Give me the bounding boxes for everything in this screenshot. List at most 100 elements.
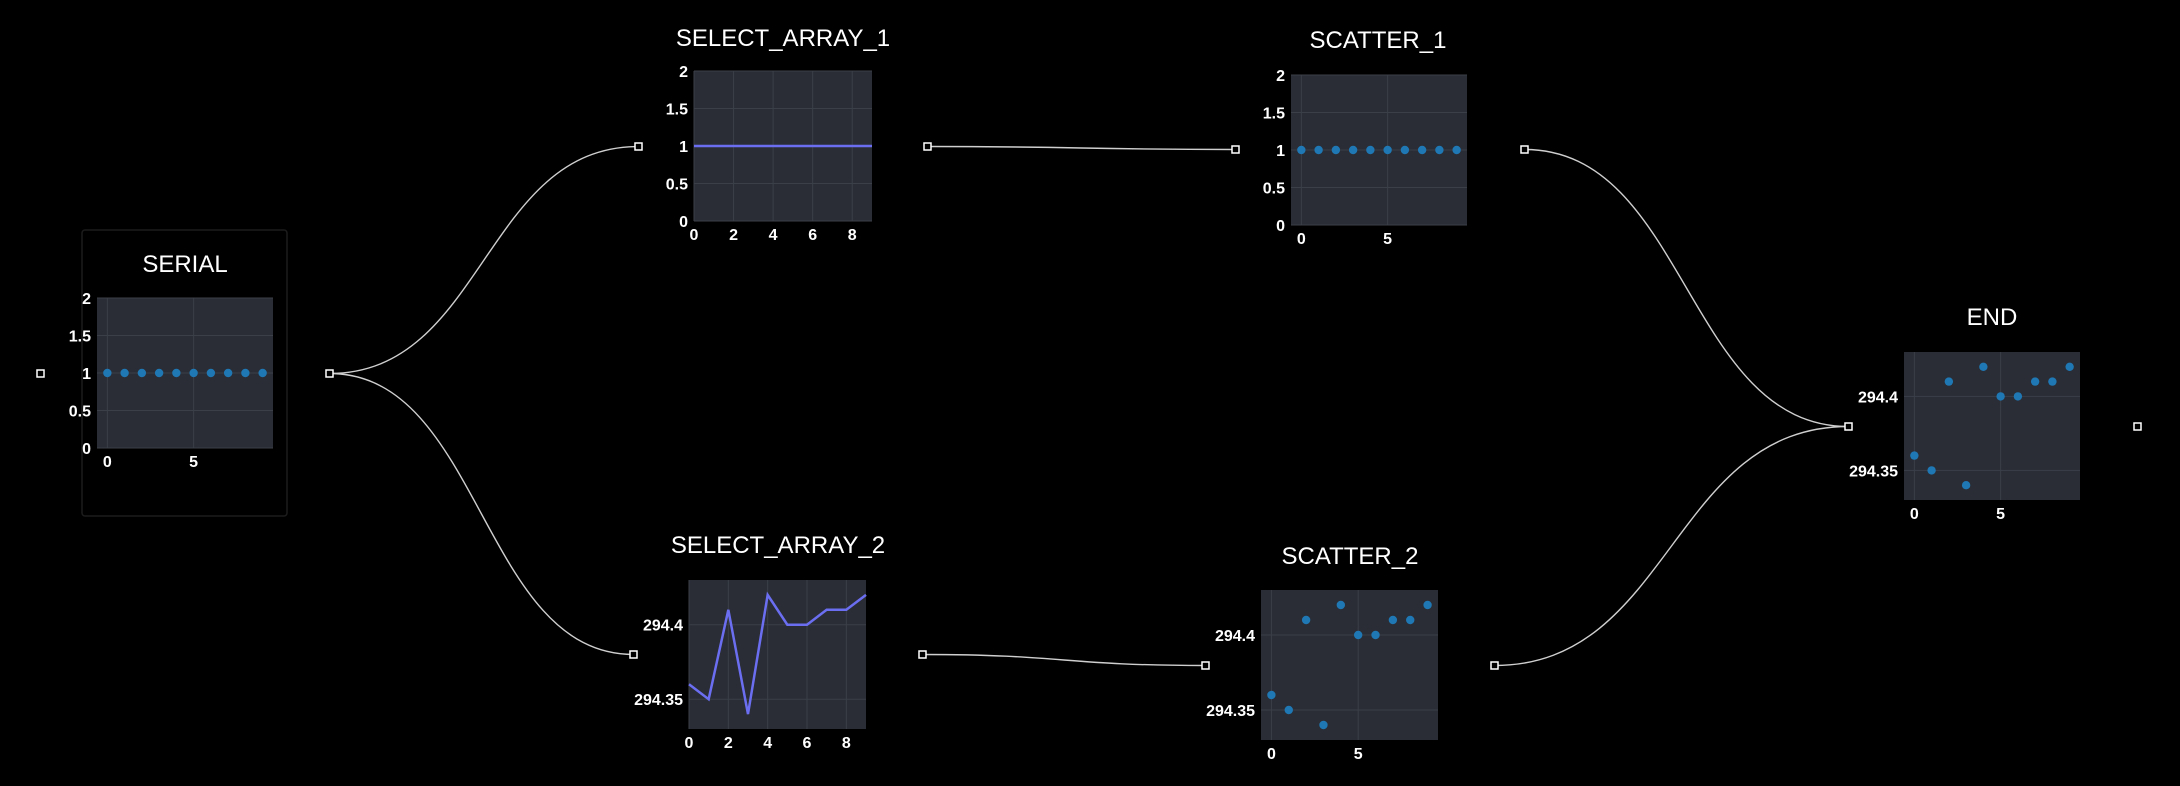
scatter-2-plot-area — [1261, 590, 1438, 740]
end-data-point — [2013, 392, 2023, 401]
scatter-2-output-handle[interactable] — [1490, 661, 1499, 670]
serial-data-point — [189, 368, 198, 378]
select-array-2-xtick-label: 0 — [685, 735, 694, 752]
select-array-1-input-handle[interactable] — [634, 142, 643, 151]
end-data-point — [1979, 362, 1988, 371]
end-ytick-label: 294.35 — [1849, 463, 1898, 480]
scatter-2-input-handle[interactable] — [1201, 661, 1210, 670]
serial-input-handle[interactable] — [36, 369, 45, 378]
serial-ytick-label: 1.5 — [69, 329, 91, 346]
node-select-array-1[interactable]: SELECT_ARRAY_1 0 2 4 6 8 0 0.5 1 1.5 2 — [666, 25, 890, 244]
select-array-1-output-handle[interactable] — [923, 142, 932, 151]
end-output-handle[interactable] — [2133, 422, 2142, 431]
serial-data-point — [258, 368, 267, 378]
scatter-1-xtick-label: 5 — [1383, 231, 1392, 248]
scatter-1-data-point — [1314, 145, 1323, 155]
end-xtick-label: 5 — [1996, 506, 2005, 523]
scatter-2-data-point — [1423, 600, 1432, 610]
scatter-2-data-point — [1406, 615, 1415, 625]
select-array-1-xtick-label: 6 — [808, 227, 817, 244]
node-title-end: END — [1967, 304, 2018, 331]
nodes-layer: SERIAL 0 5 0 0.5 1 1.5 2 SELECT_ARRAY_1 0 2 4 6 8 0… — [69, 25, 2080, 763]
scatter-1-data-point — [1383, 145, 1392, 155]
scatter-2-data-point — [1353, 630, 1363, 640]
edge-scatter-2-to-end[interactable] — [1494, 425, 1849, 667]
select-array-1-ytick-label: 0 — [679, 214, 688, 231]
end-data-point — [1996, 392, 2005, 401]
scatter-1-data-point — [1400, 145, 1410, 155]
select-array-1-ytick-label: 0.5 — [666, 177, 688, 194]
serial-xtick-label: 5 — [189, 454, 198, 471]
scatter-1-ytick-label: 1.5 — [1263, 106, 1285, 123]
scatter-1-ytick-label: 0.5 — [1263, 181, 1285, 198]
node-title-scatter-2: SCATTER_2 — [1282, 543, 1419, 570]
node-title-select-array-1: SELECT_ARRAY_1 — [676, 25, 890, 52]
scatter-2-ytick-label: 294.4 — [1215, 628, 1255, 645]
edges-layer — [329, 145, 1849, 667]
node-scatter-1[interactable]: SCATTER_1 0 5 0 0.5 1 1.5 2 — [1263, 27, 1467, 248]
edge-scatter-1-to-end[interactable] — [1524, 148, 1849, 428]
node-title-serial: SERIAL — [142, 251, 227, 278]
scatter-1-data-point — [1348, 145, 1358, 155]
select-array-2-input-handle[interactable] — [629, 650, 638, 659]
serial-xtick-label: 0 — [103, 454, 112, 471]
scatter-1-data-point — [1366, 145, 1375, 155]
serial-data-point — [137, 368, 147, 378]
scatter-1-ytick-label: 0 — [1276, 218, 1285, 235]
node-serial[interactable]: SERIAL 0 5 0 0.5 1 1.5 2 — [69, 251, 273, 471]
node-end[interactable]: END 0 5 294.35 294.4 — [1849, 304, 2080, 523]
scatter-1-ytick-label: 1 — [1276, 143, 1285, 160]
handles-layer — [36, 142, 2142, 670]
scatter-2-ytick-label: 294.35 — [1206, 703, 1255, 720]
select-array-2-xtick-label: 4 — [763, 735, 772, 752]
chart-serial: 0 5 0 0.5 1 1.5 2 — [69, 291, 273, 471]
scatter-1-data-point — [1435, 145, 1444, 155]
chart-select-array-1: 0 2 4 6 8 0 0.5 1 1.5 2 — [666, 64, 872, 244]
serial-ytick-label: 2 — [82, 291, 91, 308]
scatter-2-data-point — [1336, 600, 1346, 610]
end-xtick-label: 0 — [1910, 506, 1919, 523]
select-array-2-output-handle[interactable] — [918, 650, 927, 659]
serial-data-point — [120, 368, 129, 378]
chart-scatter-2: 0 5 294.35 294.4 — [1206, 590, 1438, 763]
select-array-1-ytick-label: 1 — [679, 139, 688, 156]
select-array-2-xtick-label: 6 — [803, 735, 812, 752]
serial-ytick-label: 1 — [82, 366, 91, 383]
scatter-1-output-handle[interactable] — [1520, 145, 1529, 154]
scatter-1-ytick-label: 2 — [1276, 68, 1285, 85]
end-data-point — [1961, 481, 1971, 490]
serial-output-handle[interactable] — [325, 369, 334, 378]
node-scatter-2[interactable]: SCATTER_2 0 5 294.35 294.4 — [1206, 543, 1438, 763]
scatter-1-input-handle[interactable] — [1231, 145, 1240, 154]
edge-serial-to-select-array-1[interactable] — [329, 145, 639, 375]
edge-select-array-1-to-scatter-1[interactable] — [927, 145, 1236, 151]
scatter-2-data-point — [1284, 705, 1293, 715]
end-data-point — [1927, 466, 1936, 475]
select-array-2-xtick-label: 8 — [842, 735, 851, 752]
edge-serial-to-select-array-2[interactable] — [329, 372, 634, 656]
end-input-handle[interactable] — [1844, 422, 1853, 431]
scatter-2-data-point — [1371, 630, 1380, 640]
select-array-2-xtick-label: 2 — [724, 735, 733, 752]
select-array-1-xtick-label: 0 — [690, 227, 699, 244]
node-select-array-2[interactable]: SELECT_ARRAY_2 0 2 4 6 8 294.35 294.4 — [634, 532, 885, 752]
end-data-point — [2065, 362, 2074, 371]
serial-ytick-label: 0 — [82, 441, 91, 458]
scatter-2-xtick-label: 5 — [1354, 746, 1363, 763]
select-array-1-ytick-label: 1.5 — [666, 102, 688, 119]
select-array-2-ytick-label: 294.4 — [643, 618, 683, 635]
end-ytick-label: 294.4 — [1858, 389, 1898, 406]
edge-select-array-2-to-scatter-2[interactable] — [922, 653, 1206, 667]
select-array-2-series-line — [688, 591, 867, 715]
end-data-point — [2048, 377, 2057, 386]
scatter-2-data-point — [1319, 720, 1328, 730]
scatter-1-data-point — [1331, 145, 1341, 155]
select-array-1-xtick-label: 8 — [848, 227, 857, 244]
serial-data-point — [154, 368, 164, 378]
end-data-point — [1944, 377, 1954, 386]
chart-select-array-2: 0 2 4 6 8 294.35 294.4 — [634, 580, 867, 752]
serial-ytick-label: 0.5 — [69, 404, 91, 421]
scatter-2-data-point — [1301, 615, 1311, 625]
serial-data-point — [172, 368, 181, 378]
